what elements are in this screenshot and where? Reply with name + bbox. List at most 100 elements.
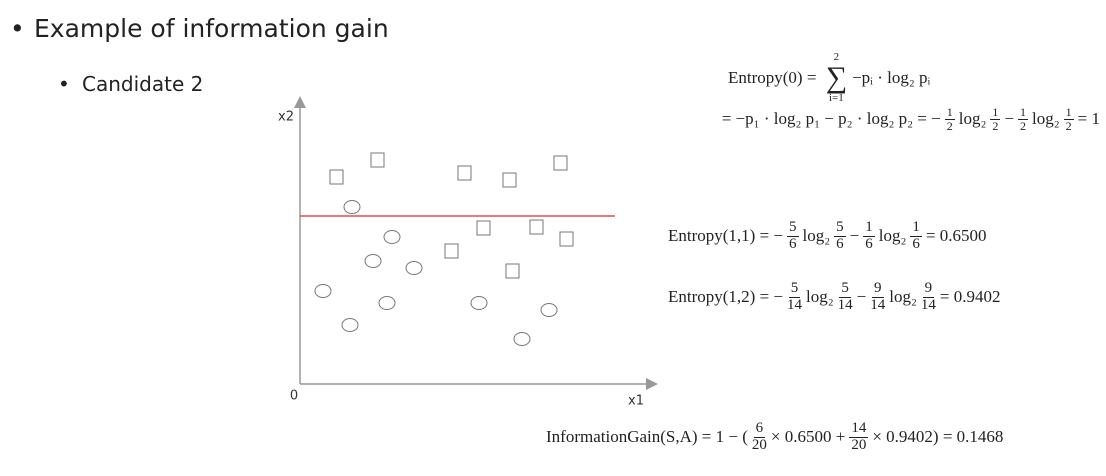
numerator: 6 [753, 420, 766, 438]
bullet-text: Example of information gain [34, 14, 389, 43]
formula-text: − [849, 226, 860, 246]
square [370, 152, 385, 168]
fraction: 5 14 [787, 280, 803, 314]
denominator: 14 [870, 296, 886, 313]
formula-text: = 1 [1077, 109, 1100, 129]
denominator: 6 [865, 235, 873, 252]
square [502, 172, 517, 188]
formula-text: = 0.9402 [939, 287, 1001, 307]
circle [314, 284, 332, 298]
fraction: 6 20 [751, 420, 767, 454]
sub-bullet-text: Candidate 2 [82, 72, 204, 96]
numerator: 9 [872, 280, 884, 298]
fraction: 9 14 [920, 280, 936, 314]
square [505, 263, 520, 279]
denominator: 14 [920, 296, 936, 313]
formula-text: × 0.6500 + [770, 427, 846, 447]
denominator: 6 [836, 235, 844, 252]
formula-text: − [856, 287, 867, 307]
bullet: • Example of information gain [10, 14, 389, 43]
y-axis-label: x2 [278, 110, 294, 125]
denominator: 2 [992, 118, 999, 133]
formula-text: = −p₁ · log₂ p₁ − p₂ · log₂ p₂ = − [721, 109, 941, 129]
circle [378, 296, 396, 310]
numerator: 1 [1018, 105, 1028, 120]
formula-text: log₂ [878, 226, 907, 246]
formula: Entropy(0) = 2 ∑ i=1 −pᵢ · log₂ pᵢ [728, 52, 930, 104]
numerator: 14 [849, 420, 869, 438]
formula-text: log₂ [802, 226, 831, 246]
square [553, 155, 568, 171]
formula-text: log₂ [958, 109, 987, 129]
formula-text: log₂ [806, 287, 834, 307]
sub-bullet: • Candidate 2 [58, 72, 204, 96]
denominator: 2 [1020, 118, 1026, 133]
circle [383, 230, 401, 244]
formula-text: Entropy(1,1) = − [668, 226, 784, 246]
numerator: 1 [990, 105, 1001, 120]
circle [341, 318, 359, 332]
origin-label: 0 [290, 389, 298, 404]
square [559, 231, 574, 247]
formula: Entropy(1,1) = −5 6 log₂ 5 6−1 6 log₂ 1 6 = 0.650… [668, 219, 987, 253]
formula: InformationGain(S,A) = 1 − (6 20 × 0.6500 … [546, 420, 1003, 454]
squares [329, 152, 574, 279]
square [529, 219, 544, 235]
sum-top: 2 [833, 51, 840, 63]
circle [540, 303, 558, 317]
numerator: 5 [839, 280, 851, 298]
square [457, 165, 472, 181]
numerator: 1 [1063, 105, 1074, 120]
formula-text: − [1004, 109, 1014, 129]
numerator: 1 [863, 219, 875, 237]
sum-bottom: i=1 [829, 92, 844, 104]
square [476, 220, 491, 236]
numerator: 1 [910, 219, 922, 237]
square [329, 169, 344, 185]
numerator: 5 [834, 219, 846, 237]
fraction: 9 14 [870, 280, 886, 314]
fraction: 5 14 [837, 280, 853, 314]
denominator: 2 [946, 118, 953, 133]
fraction: 14 20 [849, 420, 869, 454]
formula-text: = 0.6500 [925, 226, 987, 246]
summation: 2 ∑ i=1 [826, 52, 847, 104]
numerator: 1 [944, 105, 955, 120]
formula: Entropy(1,2) = −5 14 log₂ 5 14−9 14 log₂ 9 14 = 0… [668, 280, 1001, 314]
circle [364, 254, 382, 268]
denominator: 20 [851, 436, 867, 453]
denominator: 2 [1065, 118, 1072, 133]
square [444, 243, 459, 259]
numerator: 5 [788, 280, 801, 298]
x-axis-label: x1 [628, 394, 644, 409]
formula-text: −pᵢ · log₂ pᵢ [852, 68, 931, 87]
circles [314, 200, 558, 346]
numerator: 5 [787, 219, 799, 237]
formula-text: Entropy(1,2) = − [668, 287, 784, 307]
circle [470, 296, 488, 310]
circle [405, 261, 423, 275]
circle [343, 200, 361, 214]
denominator: 14 [837, 296, 853, 313]
denominator: 20 [751, 436, 767, 453]
denominator: 6 [789, 235, 797, 252]
formula-text: Entropy(0) = [728, 68, 821, 87]
sum-symbol: ∑ [825, 61, 848, 94]
formula-text: log₂ [1032, 109, 1060, 129]
denominator: 6 [912, 235, 920, 252]
formula-text: log₂ [889, 287, 917, 307]
numerator: 9 [922, 280, 935, 298]
circle [513, 332, 531, 346]
formula-text: InformationGain(S,A) = 1 − ( [546, 427, 748, 447]
denominator: 14 [787, 296, 803, 313]
